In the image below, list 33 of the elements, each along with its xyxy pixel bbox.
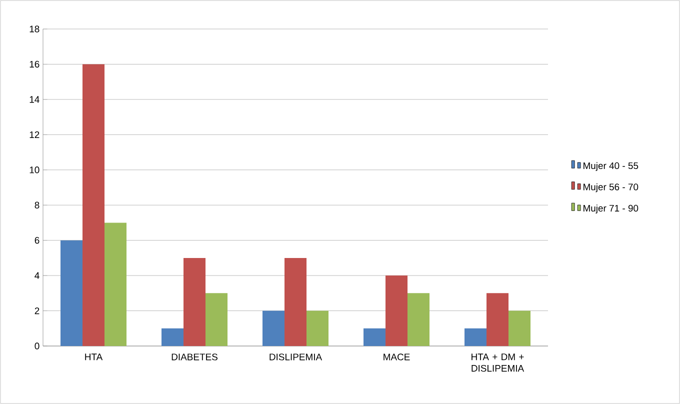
bar — [162, 328, 184, 346]
y-tick-label: 14 — [30, 96, 40, 103]
bar — [386, 276, 408, 346]
y-tick-label: 6 — [34, 236, 40, 244]
bar — [82, 64, 105, 346]
x-tick-label: DIABETES — [172, 354, 218, 360]
legend-label: Mujer 56 - 70 — [584, 183, 638, 192]
y-tick-label: 12 — [30, 131, 40, 138]
y-tick-label: 10 — [30, 166, 40, 174]
bar — [364, 328, 386, 346]
bar — [408, 293, 430, 346]
y-tick-label: 0 — [34, 342, 40, 350]
bar — [306, 310, 329, 346]
bar — [464, 328, 487, 346]
bar — [104, 222, 127, 346]
x-tick-label: HTA + DM + DISLIPEMIA — [472, 354, 524, 372]
legend-label: Mujer 40 - 55 — [584, 162, 638, 171]
bar — [508, 310, 531, 346]
x-tick-label: MACE — [384, 354, 410, 360]
bar — [486, 293, 509, 346]
bar — [262, 310, 285, 346]
bar — [60, 240, 83, 346]
x-tick-label: HTA — [85, 354, 103, 360]
bar — [206, 293, 228, 346]
y-tick-label: 18 — [30, 26, 40, 32]
y-tick-label: 16 — [30, 60, 40, 68]
bar — [284, 258, 307, 346]
x-tick-label: DISLIPEMIA — [270, 354, 322, 360]
y-tick-label: 8 — [34, 202, 40, 208]
y-tick-label: 2 — [34, 307, 40, 314]
y-tick-label: 4 — [34, 272, 40, 279]
legend-label: Mujer 71 - 90 — [584, 204, 638, 214]
bar — [184, 258, 206, 346]
